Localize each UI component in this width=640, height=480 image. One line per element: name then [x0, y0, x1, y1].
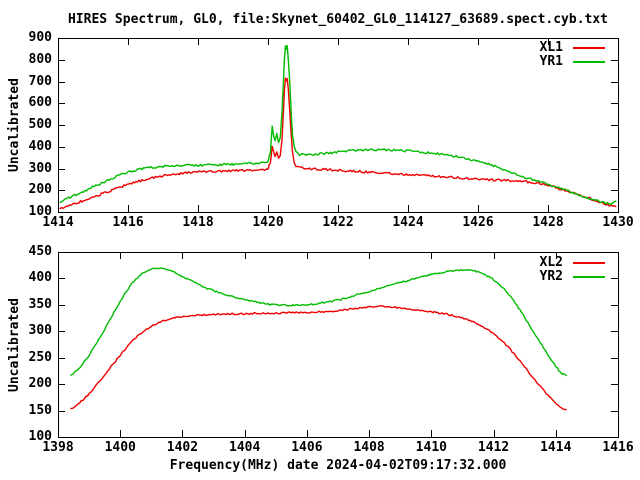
- x-tick-label: 1398: [42, 440, 74, 455]
- series-line-xl2: [70, 305, 567, 411]
- y-tick-label: 400: [28, 270, 52, 286]
- x-tick-label: 1420: [252, 215, 284, 230]
- legend-label-xl2: XL2: [539, 255, 563, 270]
- x-axis-label: Frequency(MHz) date 2024-04-02T09:17:32.…: [169, 458, 507, 473]
- x-tick-label: 1412: [477, 440, 510, 455]
- y-tick-label: 700: [28, 73, 52, 89]
- y-tick-label: 100: [28, 429, 52, 444]
- x-tick-label: 1428: [532, 215, 564, 230]
- x-tick-label: 1404: [229, 440, 261, 455]
- series-line-yr1: [59, 44, 617, 205]
- x-tick-label: 1430: [602, 215, 634, 230]
- x-tick-label: 1418: [182, 215, 214, 230]
- y-tick-label: 500: [28, 117, 52, 132]
- series-line-yr2: [70, 267, 568, 377]
- plot-title: HIRES Spectrum, GL0, file:Skynet_60402_G…: [67, 12, 609, 27]
- legend-label-yr2: YR2: [539, 269, 563, 284]
- legend-label-xl1: XL1: [539, 40, 563, 55]
- x-tick-label: 1410: [415, 440, 447, 455]
- x-tick-label: 1424: [392, 215, 424, 230]
- y-tick-label: 200: [28, 182, 52, 198]
- bottom-panel-frame: [58, 252, 619, 438]
- legend-label-yr1: YR1: [539, 54, 563, 69]
- x-tick-label: 1416: [602, 440, 634, 455]
- y-tick-label: 450: [28, 244, 52, 259]
- x-tick-label: 1406: [291, 440, 323, 455]
- x-tick-label: 1414: [42, 215, 74, 230]
- y-tick-label: 250: [28, 349, 52, 365]
- y-tick-label: 150: [28, 402, 52, 418]
- y-tick-label: 400: [28, 138, 52, 154]
- y-tick-label: 600: [28, 95, 52, 111]
- y-tick-label: 350: [28, 296, 52, 312]
- series-line-xl1: [59, 77, 617, 210]
- y-tick-label: 100: [28, 204, 52, 219]
- x-tick-label: 1426: [462, 215, 494, 230]
- x-tick-label: 1414: [540, 440, 572, 455]
- x-tick-label: 1408: [353, 440, 385, 455]
- x-tick-label: 1402: [166, 440, 199, 455]
- y-tick-label: 200: [28, 376, 52, 392]
- y-tick-label: 900: [28, 30, 52, 45]
- y-tick-label: 300: [28, 160, 52, 176]
- y-tick-label: 800: [28, 51, 52, 67]
- x-tick-label: 1400: [104, 440, 136, 455]
- x-tick-label: 1416: [112, 215, 144, 230]
- y-tick-label: 300: [28, 323, 52, 339]
- x-tick-label: 1422: [322, 215, 354, 230]
